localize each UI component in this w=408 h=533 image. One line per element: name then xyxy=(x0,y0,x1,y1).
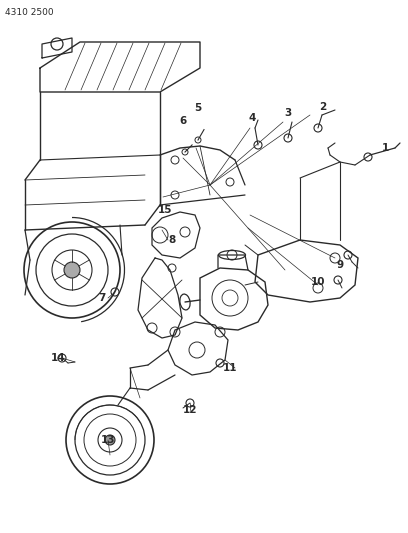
Text: 10: 10 xyxy=(311,277,325,287)
Text: 5: 5 xyxy=(194,103,202,113)
Text: 12: 12 xyxy=(183,405,197,415)
Text: 4310 2500: 4310 2500 xyxy=(5,8,53,17)
Text: 2: 2 xyxy=(319,102,327,112)
Text: 3: 3 xyxy=(284,108,292,118)
Text: 13: 13 xyxy=(101,435,115,445)
Text: 11: 11 xyxy=(223,363,237,373)
Text: 14: 14 xyxy=(51,353,65,363)
Text: 8: 8 xyxy=(169,235,175,245)
Text: 6: 6 xyxy=(180,116,186,126)
Text: 15: 15 xyxy=(158,205,172,215)
Text: 1: 1 xyxy=(381,143,389,153)
Text: 4: 4 xyxy=(248,113,256,123)
Circle shape xyxy=(64,262,80,278)
Text: 7: 7 xyxy=(98,293,106,303)
Text: 9: 9 xyxy=(337,260,344,270)
Circle shape xyxy=(105,435,115,445)
